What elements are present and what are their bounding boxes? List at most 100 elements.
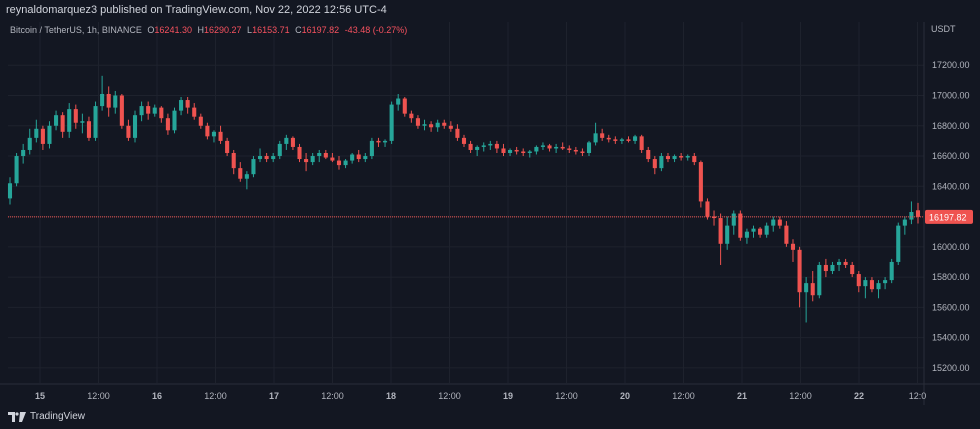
candle-body [80,121,85,123]
candle-body [389,104,394,141]
candle-body [93,106,98,138]
candle-body [883,280,888,284]
candle-body [119,95,124,126]
candle-body [40,128,45,144]
last-price-badge [925,209,973,224]
candle-body [784,225,789,244]
x-tick-label: 12:00 [321,391,344,401]
candle-body [139,106,144,116]
axes: 17200.00 17000.00 16800.00 16600.00 16400.00… [0,22,980,405]
candle-body [889,261,894,281]
candle-body [277,143,282,157]
candle-body [172,110,177,131]
candle-body [705,201,710,217]
x-tick-label: 12:0 [909,391,927,401]
candle-body [580,151,585,153]
candle-body [461,137,467,144]
low-label: L [247,25,253,35]
candle-body [586,142,592,153]
candle-body [297,146,302,160]
candle-body [54,115,59,126]
x-tick-label: 12:00 [672,391,695,401]
y-tick-label: 16400.00 [932,181,970,191]
close-label: C [295,25,302,35]
candle-body [14,156,19,184]
candle-body [909,212,914,220]
candle-body [336,160,342,166]
candle-body [764,225,769,235]
candle-body [415,118,420,126]
candle-body [790,243,796,250]
candle-body [323,153,328,158]
candle-body [448,125,453,129]
top-bar: reynaldomarquez3 published on TradingVie… [0,0,980,22]
candle-body [369,140,374,157]
candle-body [185,100,190,108]
candle-body [67,109,72,132]
candle-body [600,133,605,138]
candle-body [679,156,684,158]
candle-body [494,143,499,149]
x-tick-label: 16 [152,391,162,401]
y-tick-label: 15400.00 [932,333,970,343]
candle-body [310,156,315,163]
candle-body [106,93,111,108]
tradingview-logo-icon [8,411,26,422]
candle-body [257,156,263,160]
candle-body [7,183,13,199]
candle-body [567,148,572,150]
candle-body [573,149,578,152]
candle-body [725,225,730,244]
x-tick-label: 18 [386,391,396,401]
x-tick-label: 22 [854,391,864,401]
candle-body [876,283,881,290]
candle-body [251,159,256,175]
candle-body [501,148,506,153]
y-tick-label: 15600.00 [932,302,970,312]
y-tick-label: 17200.00 [932,60,970,70]
candle-body [34,128,39,138]
candle-body [534,146,539,152]
candle-body [205,125,210,137]
candle-body [606,137,611,140]
candle-body [159,107,164,119]
candle-body [547,145,552,149]
candle-body [225,140,230,153]
tradingview-logo[interactable]: TradingView [8,411,85,422]
change-value: -43.48 (-0.27%) [344,25,408,35]
candle-body [132,115,138,138]
candle-body [554,146,559,149]
candle-body [672,156,677,160]
x-tick-label: 15 [35,391,45,401]
candle-body [475,146,480,150]
grid [8,22,924,383]
candle-body [619,139,624,141]
candle-body [422,124,427,126]
candle-body [665,156,671,160]
y-tick-label: 17000.00 [932,91,970,101]
currency-label: USDT [931,24,956,34]
candle-body [540,145,545,147]
candle-body [126,125,131,138]
candle-body [350,154,355,161]
candle-body [843,261,848,265]
close-value: 16197.82 [301,25,340,35]
candle-body [100,93,105,107]
x-tick-label: 21 [737,391,747,401]
candle-body [804,283,809,293]
candle-body [830,264,835,272]
candle-body [356,154,361,160]
candle-body [692,156,697,163]
publisher-line: reynaldomarquez3 published on TradingVie… [6,4,387,16]
candle-body [304,159,309,163]
candle-body [633,136,638,141]
candle-body [113,95,118,108]
candle-body [47,125,52,144]
candle-body [639,136,644,150]
candle-body [613,139,618,141]
x-tick-label: 12:00 [204,391,227,401]
candle-body [73,109,78,123]
candle-body [751,228,756,232]
candle-body [488,143,493,146]
